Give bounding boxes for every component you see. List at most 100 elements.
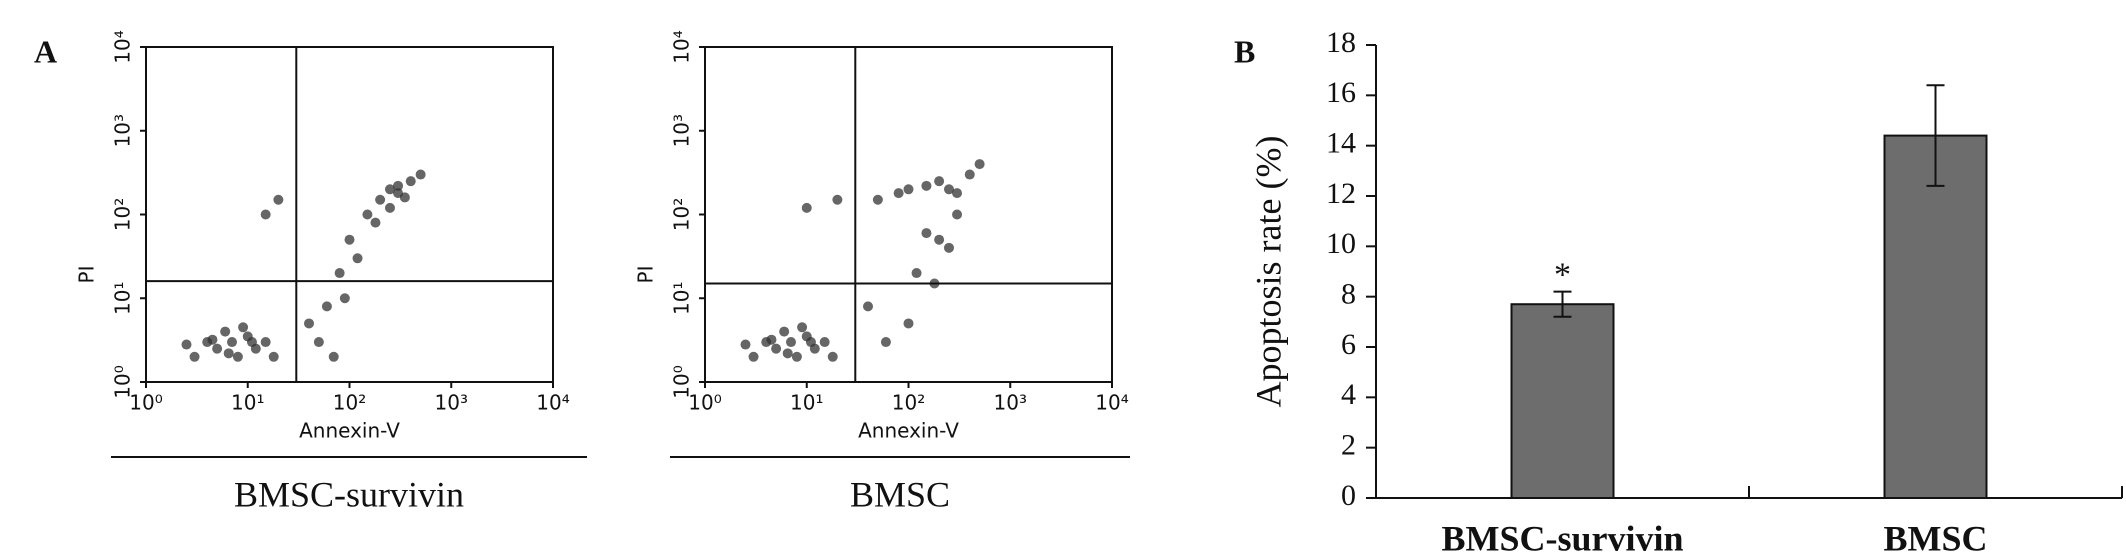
- panel-label: A: [34, 33, 57, 69]
- event-dot: [791, 351, 802, 362]
- y-tick-label: 8: [1341, 278, 1356, 311]
- bar: [1883, 134, 1988, 499]
- event-dot: [344, 234, 355, 245]
- event-dot: [246, 337, 257, 348]
- x-tick-label: 10⁴: [536, 391, 569, 415]
- event-dot: [863, 301, 874, 312]
- event-dot: [872, 194, 883, 205]
- event-dot: [220, 326, 231, 337]
- y-axis-label: PI: [75, 266, 99, 284]
- x-tick-label: 10²: [892, 391, 925, 415]
- event-dot: [375, 194, 386, 205]
- x-tick-label: BMSC: [1883, 518, 1987, 558]
- event-dot: [934, 234, 945, 245]
- y-tick-label: 10⁴: [111, 30, 135, 63]
- y-tick-label: 10¹: [670, 282, 694, 315]
- caption: BMSC: [850, 474, 950, 514]
- y-tick-label: 0: [1341, 479, 1356, 512]
- event-dot: [405, 176, 416, 187]
- y-tick-label: 2: [1341, 429, 1356, 462]
- event-dot: [911, 268, 922, 279]
- event-dot: [903, 318, 914, 329]
- event-dot: [384, 184, 395, 195]
- y-tick-label: 18: [1326, 26, 1356, 59]
- event-dot: [304, 318, 315, 329]
- event-dot: [771, 343, 782, 354]
- event-dot: [832, 194, 843, 205]
- x-tick-label: 10⁰: [129, 391, 162, 415]
- event-dot: [827, 351, 838, 362]
- event-dot: [212, 343, 223, 354]
- x-tick-label: 10¹: [790, 391, 823, 415]
- event-dot: [819, 337, 830, 348]
- y-tick-label: 10: [1326, 227, 1356, 260]
- event-dot: [779, 326, 790, 337]
- x-tick-label: 10³: [435, 391, 468, 415]
- y-tick-label: 6: [1341, 328, 1356, 361]
- event-dot: [934, 176, 945, 187]
- event-dot: [393, 180, 404, 191]
- panel-label: B: [1234, 33, 1255, 69]
- y-tick-label: 10⁰: [111, 365, 135, 398]
- event-dot: [797, 322, 808, 333]
- plot-frame: [704, 46, 1113, 383]
- y-tick-label: 10²: [111, 198, 135, 231]
- event-dot: [384, 202, 395, 213]
- event-dot: [226, 337, 237, 348]
- event-dot: [328, 351, 339, 362]
- event-dot: [740, 339, 751, 350]
- event-dot: [801, 202, 812, 213]
- event-dot: [893, 188, 904, 199]
- event-dot: [362, 209, 373, 220]
- event-dot: [370, 217, 381, 228]
- event-dot: [943, 242, 954, 253]
- event-dot: [805, 337, 816, 348]
- x-tick-label: 10³: [994, 391, 1027, 415]
- y-tick-label: 12: [1326, 177, 1356, 210]
- event-dot: [260, 209, 271, 220]
- plot-frame: [145, 46, 554, 383]
- event-dot: [321, 301, 332, 312]
- event-dot: [880, 337, 891, 348]
- event-dot: [232, 351, 243, 362]
- y-tick-label: 10⁰: [670, 365, 694, 398]
- event-dot: [238, 322, 249, 333]
- y-tick-label: 16: [1326, 76, 1356, 109]
- event-dot: [785, 337, 796, 348]
- y-tick-label: 4: [1341, 378, 1356, 411]
- x-tick-label: 10⁴: [1095, 391, 1128, 415]
- event-dot: [952, 209, 963, 220]
- event-dot: [748, 351, 759, 362]
- event-dot: [223, 348, 234, 359]
- event-dot: [399, 192, 410, 203]
- y-tick-label: 10³: [670, 114, 694, 147]
- y-axis-label: Apoptosis rate (%): [1248, 136, 1288, 408]
- significance: *: [1554, 256, 1571, 293]
- event-dot: [415, 169, 426, 180]
- event-dot: [313, 337, 324, 348]
- x-tick-label: 10⁰: [688, 391, 721, 415]
- y-tick-label: 14: [1326, 127, 1356, 160]
- event-dot: [974, 159, 985, 170]
- event-dot: [334, 268, 345, 279]
- event-dot: [964, 169, 975, 180]
- y-axis-label: PI: [634, 266, 658, 284]
- x-axis-label: Annexin-V: [858, 419, 959, 443]
- event-dot: [181, 339, 192, 350]
- event-dot: [952, 188, 963, 199]
- event-dot: [903, 184, 914, 195]
- event-dot: [943, 184, 954, 195]
- x-tick-label: BMSC-survivin: [1441, 518, 1683, 558]
- x-axis-label: Annexin-V: [299, 419, 400, 443]
- event-dot: [273, 194, 284, 205]
- bar: [1510, 303, 1615, 500]
- event-dot: [260, 337, 271, 348]
- y-tick-label: 10²: [670, 198, 694, 231]
- event-dot: [921, 228, 932, 239]
- x-tick-label: 10¹: [231, 391, 264, 415]
- event-dot: [339, 293, 350, 304]
- event-dot: [766, 334, 777, 345]
- event-dot: [268, 351, 279, 362]
- caption: BMSC-survivin: [234, 474, 464, 514]
